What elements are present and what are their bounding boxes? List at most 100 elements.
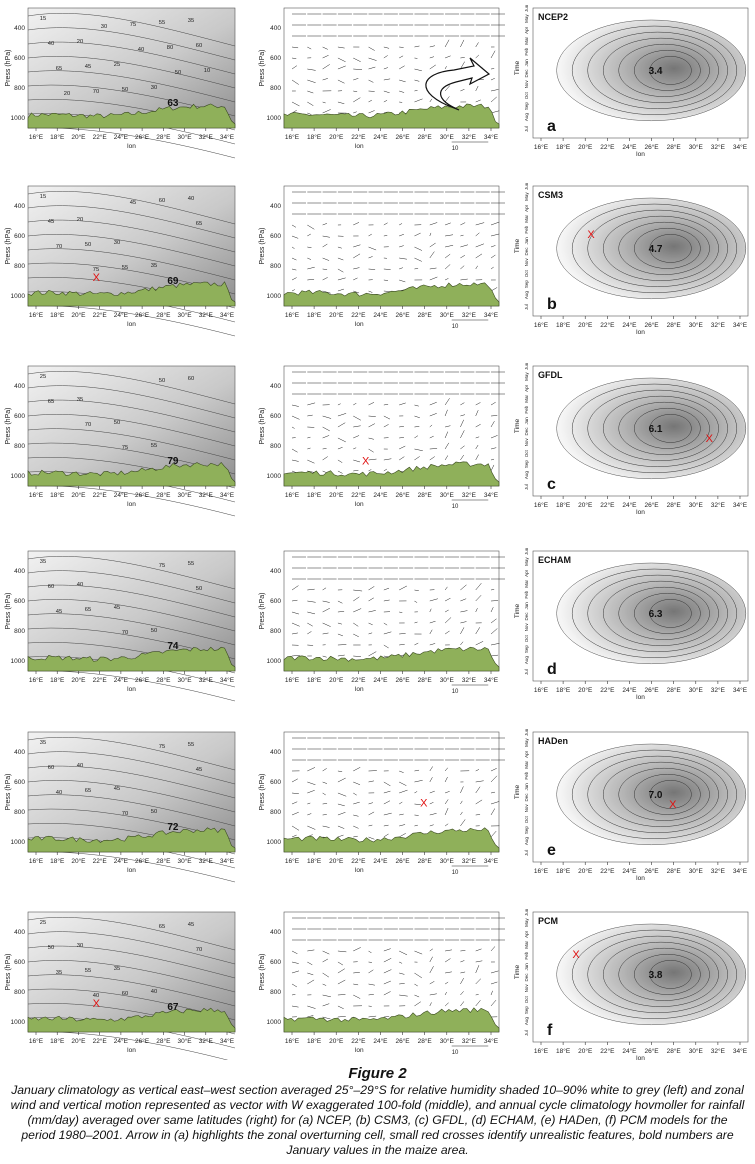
wind-vector: [399, 633, 406, 635]
rh-contour: [27, 414, 236, 447]
rh-contour-label: 35: [188, 18, 194, 24]
lon-tick-label: 32°E: [462, 311, 477, 319]
month-tick-label: Oct: [524, 270, 529, 278]
wind-vector: [444, 630, 450, 635]
month-tick-label: Apr: [524, 750, 529, 758]
rh-contour: [27, 780, 236, 813]
rh-section-c: 25 35 50 55 60 65 70 75 50 79 400 600 800 1000 Press (…: [5, 365, 236, 517]
rh-contour-label: 70: [122, 811, 128, 817]
lon-tick-label: 30°E: [177, 1037, 192, 1045]
rain-contour: [649, 234, 692, 263]
wind-vector: [337, 57, 346, 63]
wind-vector: [368, 811, 375, 816]
rain-maize-value: 6.3: [649, 609, 663, 620]
wind-vector: [353, 469, 359, 472]
rh-contour: [27, 751, 236, 785]
lon-tick-label: 16°E: [29, 1037, 44, 1045]
wind-vector: [475, 265, 478, 270]
month-tick-label: Dec: [524, 612, 529, 621]
wind-vector: [444, 791, 450, 794]
rain-contour: [587, 574, 728, 652]
lon-tick-label: 20°E: [329, 133, 344, 141]
month-tick-label: May: [524, 557, 529, 566]
rh-section-f: 25 30 35 40 45 50 55 60 65 70 35 40 67 X 400 600 800 1000…: [5, 911, 236, 1060]
wind-vector: [475, 965, 480, 974]
lon-tick-label: 32°E: [711, 501, 726, 509]
lon-tick-label: 30°E: [440, 311, 455, 319]
wind-vector: [383, 100, 388, 103]
rh-contour: [27, 931, 236, 965]
rh-contour-label: 10: [204, 68, 210, 74]
rh-contour: [27, 974, 236, 1007]
vector-scale-label: 10: [452, 504, 459, 510]
wind-vector: [291, 79, 299, 85]
lon-axis-label: lon: [636, 509, 645, 516]
pressure-tick-label: 800: [270, 809, 281, 816]
month-tick-label: Sep: [524, 826, 529, 835]
wind-vector: [414, 268, 419, 270]
pressure-tick-label: 600: [14, 55, 25, 62]
wind-vector: [490, 447, 497, 450]
wind-vector: [307, 611, 316, 615]
lon-tick-label: 26°E: [644, 501, 659, 509]
wind-vector: [429, 813, 437, 816]
lon-tick-label: 20°E: [578, 143, 593, 151]
rain-maize-value: 7.0: [649, 790, 663, 801]
wind-vector: [475, 627, 481, 635]
rh-contour-label: 45: [114, 605, 120, 611]
wind-vector: [322, 1003, 330, 1007]
lon-tick-label: 26°E: [135, 676, 150, 684]
wind-vector: [429, 413, 437, 417]
pressure-axis-label: Press (hPa): [259, 593, 266, 630]
wind-vector: [475, 42, 479, 48]
model-name: NCEP2: [538, 12, 568, 22]
rain-maize-value: 6.1: [649, 424, 663, 435]
wind-vector: [368, 66, 376, 70]
month-tick-label: Oct: [524, 996, 529, 1004]
wind-vector: [383, 67, 389, 70]
lon-tick-label: 32°E: [199, 491, 214, 499]
wind-vector: [337, 994, 346, 996]
wind-vector: [429, 1002, 432, 1007]
wind-vector: [307, 266, 315, 270]
wind-vector: [291, 961, 299, 964]
lon-tick-label: 16°E: [285, 857, 300, 865]
wind-vector: [444, 597, 451, 602]
wind-vector: [460, 584, 467, 591]
lon-tick-label: 24°E: [373, 311, 388, 319]
rh-contour-label: 25: [114, 62, 120, 68]
rh-contour: [27, 56, 236, 89]
lon-tick-label: 34°E: [733, 686, 748, 694]
wind-vector: [383, 46, 390, 49]
lon-tick-label: 26°E: [395, 133, 410, 141]
wind-vector: [444, 222, 451, 226]
rain-contour: [634, 407, 701, 449]
lon-tick-label: 22°E: [351, 676, 366, 684]
wind-vector: [399, 267, 403, 270]
lon-tick-label: 22°E: [600, 143, 615, 151]
wind-vector: [368, 423, 375, 428]
rh-contour: [27, 70, 236, 103]
unrealistic-feature-cross: X: [706, 433, 714, 445]
wind-vector: [460, 621, 467, 624]
rain-hovmoller-c: GFDL 6.1 c X Jul Aug Sep Oct Nov Dec Jan Feb Mar Apr M…: [514, 362, 749, 516]
wind-vector: [353, 655, 361, 657]
wind-vector: [490, 435, 498, 439]
wind-vector: [429, 643, 436, 646]
rain-contour: [602, 215, 719, 281]
wind-vector: [368, 256, 373, 259]
rh-contour-label: 55: [122, 265, 128, 271]
wind-vector: [475, 85, 479, 92]
wind-vector-section-c: X 400 600 800 1000 Press (hPa) 16°E 18°E 20°E 22°…: [259, 365, 505, 510]
wind-vector: [429, 766, 433, 772]
panel-row-b: 15 20 30 35 40 45 50 55 60 65 70 75 45 69 X 400 600 800 10…: [5, 182, 749, 337]
wind-vector: [444, 609, 449, 613]
wind-vector: [460, 61, 465, 70]
wind-vector: [353, 277, 358, 281]
month-tick-label: Feb: [524, 225, 529, 233]
pressure-tick-label: 1000: [11, 1019, 26, 1026]
lon-tick-label: 34°E: [733, 501, 748, 509]
rain-contour: [587, 755, 728, 833]
rh-contour-label: 35: [151, 263, 157, 269]
rh-maize-value: 69: [167, 276, 179, 287]
